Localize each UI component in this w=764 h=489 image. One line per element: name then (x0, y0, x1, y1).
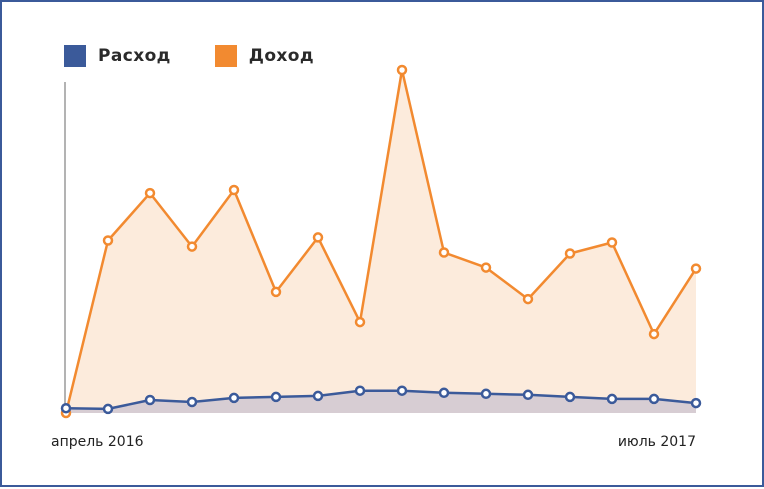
data-point-expense (228, 392, 240, 404)
data-point-expense (648, 393, 660, 405)
data-point-expense (564, 391, 576, 403)
data-point-income (228, 184, 240, 196)
data-point-income (312, 232, 324, 243)
legend-swatch-income (214, 45, 237, 67)
data-point-income (564, 248, 576, 259)
legend: Расход Доход (64, 44, 358, 68)
series-areas (66, 70, 696, 413)
data-point-expense (690, 397, 702, 409)
legend-label-income: Доход (248, 46, 314, 66)
data-point-expense (270, 391, 282, 403)
series-lines (64, 68, 698, 414)
data-point-expense (186, 396, 198, 408)
data-point-expense (102, 403, 114, 415)
data-point-income (396, 64, 408, 76)
data-point-income (102, 235, 114, 246)
data-point-expense (354, 385, 366, 396)
data-point-expense (438, 387, 450, 399)
series-line-income (64, 68, 698, 414)
legend-swatch-expense (64, 45, 86, 67)
data-point-expense (396, 385, 408, 396)
series-line-expense (65, 389, 697, 411)
data-point-expense (60, 402, 72, 414)
area-income (66, 70, 696, 413)
data-point-income (606, 237, 618, 248)
data-point-income (690, 263, 702, 274)
data-point-income (438, 247, 450, 258)
legend-item-expense: Расход (64, 45, 171, 67)
data-point-expense (606, 393, 618, 405)
data-point-income (648, 328, 660, 340)
data-point-income (480, 262, 492, 273)
legend-label-expense: Расход (98, 46, 171, 66)
data-point-expense (144, 394, 156, 406)
data-point-income (144, 187, 156, 199)
data-point-income (354, 316, 366, 328)
x-tick-label-start: апрель 2016 (51, 434, 144, 450)
data-point-expense (480, 388, 492, 400)
data-point-expense (312, 390, 324, 402)
data-point-expense (522, 389, 534, 401)
x-tick-label-end: июль 2017 (618, 434, 696, 450)
data-point-income (522, 293, 534, 305)
data-point-income (270, 286, 282, 298)
data-point-income (186, 241, 198, 252)
legend-item-income: Доход (214, 45, 314, 67)
series-points (60, 64, 702, 419)
